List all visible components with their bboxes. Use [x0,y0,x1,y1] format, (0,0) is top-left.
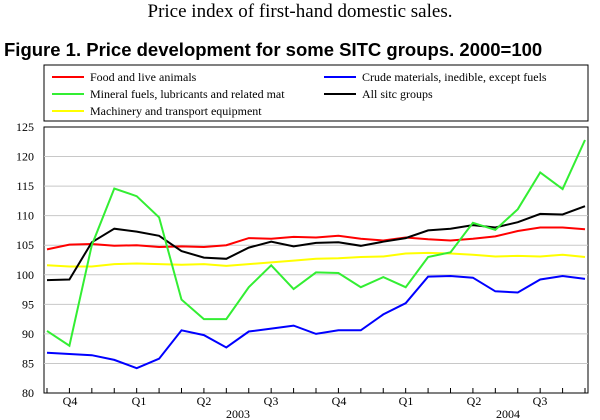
legend-label-mineral: Mineral fuels, lubricants and related ma… [90,87,285,101]
series-line-mineral [46,139,586,348]
legend-item-food: Food and live animals [52,70,197,84]
x-period-label: Q1 [399,394,414,408]
y-tick-label: 100 [16,268,34,282]
x-period-label: Q1 [132,394,147,408]
y-tick-label: 80 [22,386,34,400]
figure-title: Figure 1. Price development for some SIT… [4,39,543,60]
x-period-label: Q4 [63,394,78,408]
legend-item-all: All sitc groups [324,87,433,101]
x-period-label: Q4 [332,394,347,408]
page-subtitle: Price index of first-hand domestic sales… [147,1,453,22]
x-period-label: Q3 [533,394,548,408]
x-year-label: 2003 [226,407,250,420]
series-line-machinery [46,251,586,268]
y-tick-label: 120 [16,150,34,164]
y-tick-label: 125 [16,120,34,134]
x-ticks [46,388,586,393]
plot-area [43,126,589,394]
x-year-label: 2004 [496,407,520,420]
legend-item-machinery: Machinery and transport equipment [52,104,262,118]
series-line-all [46,205,586,282]
y-tick-label: 95 [22,297,34,311]
series-line-food [46,226,586,251]
legend-item-mineral: Mineral fuels, lubricants and related ma… [52,87,285,101]
y-tick-label: 85 [22,356,34,370]
y-tick-label: 110 [16,209,34,223]
legend-box [43,64,589,122]
y-axis: 80 85 90 95 100 105 110 115 120 125 [16,120,34,400]
x-period-label: Q2 [467,394,482,408]
series-lines [46,139,586,370]
y-gridlines [44,156,588,364]
x-axis: Q4 Q1 Q2 Q3 Q4 Q1 Q2 Q3 2003 2004 [63,394,548,420]
x-period-label: Q2 [197,394,212,408]
legend-label-machinery: Machinery and transport equipment [90,104,262,118]
y-tick-label: 90 [22,327,34,341]
series-line-crude [46,274,586,370]
y-tick-label: 105 [16,238,34,252]
legend-item-crude: Crude materials, inedible, except fuels [324,70,547,84]
legend: Food and live animals Mineral fuels, lub… [52,70,547,118]
legend-label-crude: Crude materials, inedible, except fuels [362,70,547,84]
legend-label-all: All sitc groups [362,87,433,101]
y-tick-label: 115 [16,179,34,193]
x-period-label: Q3 [264,394,279,408]
legend-label-food: Food and live animals [90,70,197,84]
